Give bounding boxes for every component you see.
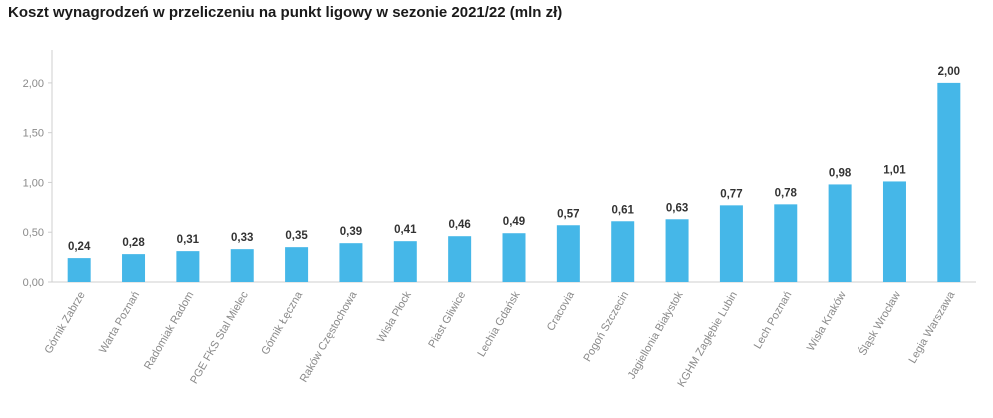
- y-tick-label: 2,00: [23, 78, 44, 90]
- x-tick-label: Cracovia: [545, 289, 578, 333]
- data-label: 0,98: [829, 167, 852, 179]
- x-tick-label: Jagiellonia Białystok: [626, 289, 686, 381]
- data-label: 0,35: [285, 230, 308, 242]
- x-tick-label: Piast Gliwice: [426, 290, 468, 351]
- data-label: 0,28: [122, 237, 145, 249]
- data-label: 0,41: [394, 224, 417, 236]
- x-tick-label: Raków Częstochowa: [298, 289, 360, 385]
- x-tick-label: Warta Poznań: [97, 290, 142, 356]
- data-label: 1,01: [883, 164, 906, 176]
- bar: [176, 251, 200, 282]
- x-tick-label: Legia Warszawa: [907, 289, 958, 366]
- bar: [665, 219, 689, 282]
- data-label: 0,78: [775, 187, 798, 199]
- x-tick-label: Lechia Gdańsk: [476, 289, 523, 359]
- x-tick-label: Pogoń Szczecin: [581, 290, 631, 364]
- x-tick-label: Radomiak Radom: [142, 290, 196, 372]
- y-tick-label: 0,50: [23, 227, 44, 239]
- bar: [828, 184, 852, 282]
- x-tick-label: Śląsk Wrocław: [856, 289, 903, 358]
- data-label: 0,33: [231, 232, 253, 244]
- bar: [719, 205, 743, 282]
- x-tick-label: Lech Poznań: [752, 290, 795, 352]
- bar: [937, 82, 961, 282]
- data-label: 0,77: [720, 188, 742, 200]
- x-tick-label: Górnik Łęczna: [259, 289, 305, 357]
- bar: [393, 241, 417, 282]
- x-tick-label: PGE FKS Stal Mielec: [188, 289, 251, 386]
- x-tick-label: Wisła Kraków: [805, 289, 849, 353]
- data-label: 0,49: [503, 216, 525, 228]
- x-tick-label: KGHM Zagłębie Lubin: [676, 290, 741, 390]
- data-label: 0,31: [177, 234, 200, 246]
- chart-title: Koszt wynagrodzeń w przeliczeniu na punk…: [8, 4, 563, 21]
- bar: [67, 258, 91, 282]
- bar: [882, 181, 906, 282]
- data-label: 0,57: [557, 208, 579, 220]
- category-labels: Górnik Zabrze Warta Poznań Radomiak RadomP…: [43, 289, 958, 389]
- bar: [230, 249, 254, 282]
- y-tick-label: 1,00: [23, 177, 44, 189]
- bar: [502, 233, 526, 282]
- data-label: 0,39: [340, 226, 362, 238]
- bar: [448, 236, 472, 282]
- x-tick-label: Górnik Zabrze: [43, 290, 88, 356]
- bar: [556, 225, 580, 282]
- data-label: 0,46: [448, 219, 470, 231]
- bars: [67, 82, 961, 282]
- bar: [774, 204, 798, 282]
- bar: [122, 254, 146, 282]
- data-label: 0,63: [666, 202, 688, 214]
- y-tick-label: 1,50: [23, 128, 44, 140]
- data-label: 0,61: [612, 204, 635, 216]
- bar: [285, 247, 309, 282]
- bar: [611, 221, 635, 282]
- y-axis-ticks: 0,00 0,50 1,00 1,50 2,00: [23, 78, 52, 289]
- data-label: 0,24: [68, 241, 91, 253]
- x-tick-label: Wisła Płock: [375, 289, 414, 345]
- bar: [339, 243, 363, 282]
- y-tick-label: 0,00: [23, 277, 44, 289]
- data-labels: 0,24 0,28 0,31 0,33 0,35 0,39 0,41 0,46 0,49 0,57…: [68, 66, 960, 253]
- data-label: 2,00: [938, 66, 960, 78]
